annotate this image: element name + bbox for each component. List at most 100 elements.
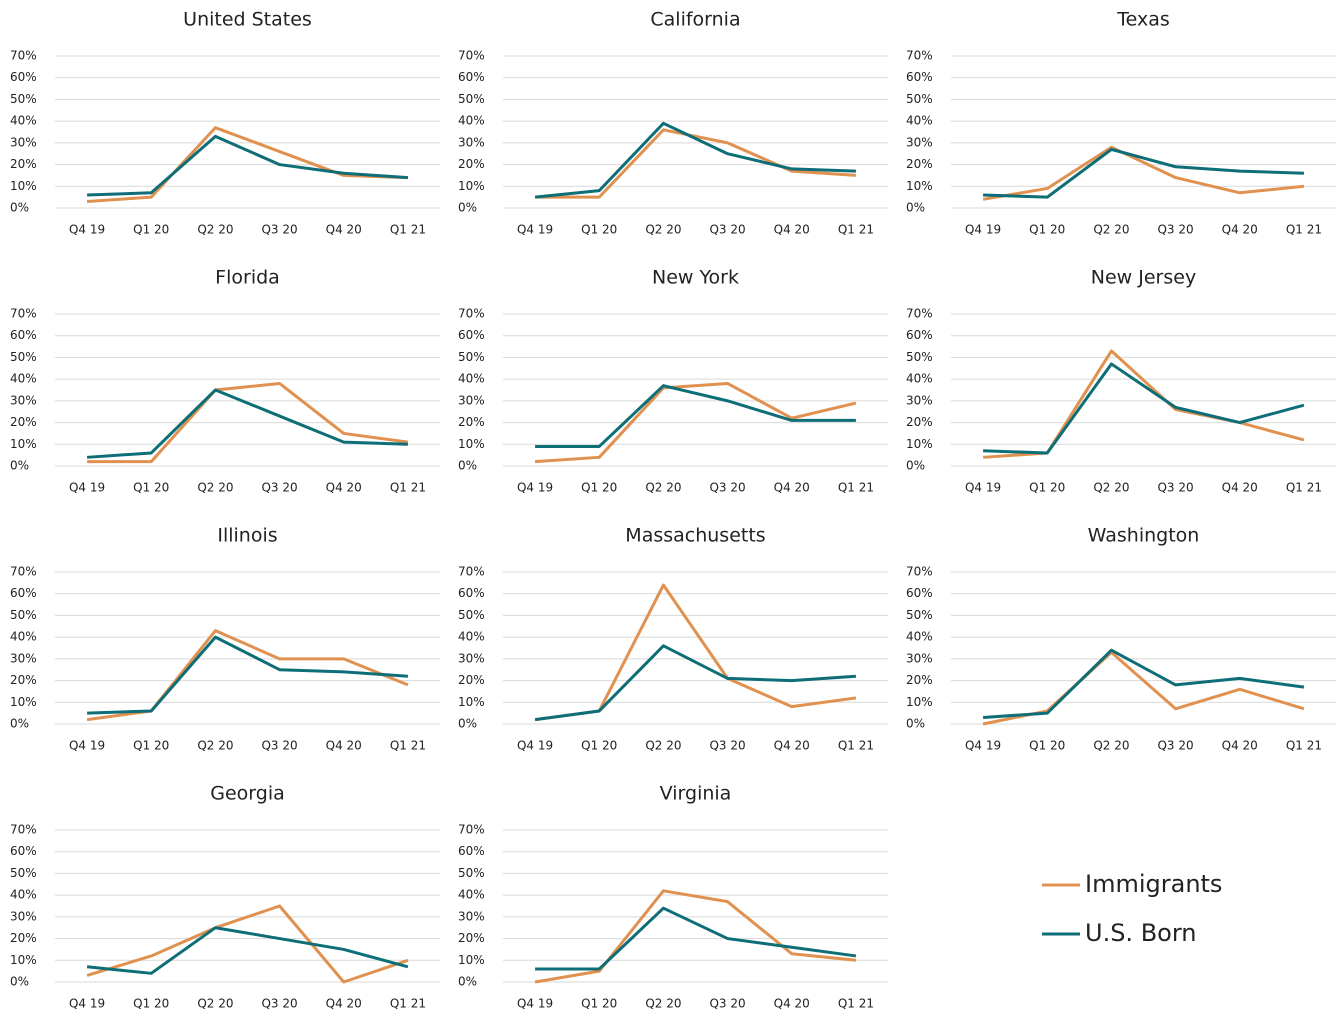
x-tick-label: Q3 20 [1157, 481, 1193, 495]
x-tick-label: Q1 21 [390, 739, 426, 753]
y-tick-label: 30% [906, 651, 933, 665]
y-tick-label: 50% [906, 92, 933, 106]
y-tick-label: 40% [906, 114, 933, 128]
y-tick-label: 40% [10, 630, 37, 644]
y-tick-label: 20% [10, 931, 37, 945]
x-tick-label: Q2 20 [1093, 481, 1129, 495]
y-tick-label: 40% [10, 372, 37, 386]
y-tick-label: 20% [458, 673, 485, 687]
y-tick-label: 10% [458, 953, 485, 967]
x-tick-label: Q3 20 [709, 481, 745, 495]
y-tick-label: 40% [458, 372, 485, 386]
x-tick-label: Q2 20 [197, 739, 233, 753]
y-tick-label: 60% [10, 328, 37, 342]
x-tick-label: Q2 20 [1093, 739, 1129, 753]
y-tick-label: 20% [10, 157, 37, 171]
series-line [983, 147, 1304, 199]
x-tick-label: Q1 20 [133, 223, 169, 237]
y-tick-label: 70% [10, 307, 37, 321]
series-line [982, 349, 1305, 459]
y-tick-label: 70% [906, 49, 933, 63]
y-tick-label: 70% [458, 49, 485, 63]
x-tick-label: Q1 21 [390, 223, 426, 237]
x-tick-label: Q3 20 [709, 739, 745, 753]
x-tick-label: Q1 20 [133, 997, 169, 1011]
x-tick-label: Q1 20 [1029, 223, 1065, 237]
y-tick-label: 60% [906, 70, 933, 84]
series-line [534, 381, 857, 464]
y-tick-label: 0% [458, 459, 477, 473]
x-tick-label: Q3 20 [709, 997, 745, 1011]
legend-label: Immigrants [1085, 870, 1222, 898]
y-tick-label: 20% [10, 673, 37, 687]
x-tick-label: Q4 19 [517, 997, 553, 1011]
y-tick-label: 50% [10, 92, 37, 106]
x-tick-label: Q4 19 [69, 997, 105, 1011]
y-tick-label: 30% [458, 909, 485, 923]
y-tick-label: 0% [10, 975, 29, 989]
x-tick-label: Q2 20 [1093, 223, 1129, 237]
x-tick-label: Q4 20 [1222, 223, 1258, 237]
y-tick-label: 30% [10, 393, 37, 407]
chart-title: Georgia [210, 783, 285, 805]
legend-label: U.S. Born [1085, 919, 1197, 947]
y-tick-label: 50% [10, 608, 37, 622]
series-line [535, 128, 857, 199]
y-tick-label: 30% [10, 135, 37, 149]
x-tick-label: Q3 20 [261, 481, 297, 495]
x-tick-label: Q2 20 [645, 739, 681, 753]
y-tick-label: 0% [906, 717, 925, 731]
x-tick-label: Q1 20 [581, 223, 617, 237]
y-tick-label: 60% [458, 70, 485, 84]
y-tick-label: 40% [906, 372, 933, 386]
y-tick-label: 40% [10, 114, 37, 128]
y-tick-label: 50% [10, 350, 37, 364]
y-tick-label: 20% [458, 415, 485, 429]
y-tick-label: 70% [458, 823, 485, 837]
series-line [87, 635, 409, 715]
series-line [86, 629, 409, 722]
y-tick-label: 50% [458, 350, 485, 364]
series-line [535, 384, 856, 448]
series-line [86, 904, 409, 984]
x-tick-label: Q1 20 [133, 481, 169, 495]
x-tick-label: Q4 20 [774, 739, 810, 753]
series-line [534, 644, 857, 722]
chart-title: Illinois [217, 525, 277, 547]
x-tick-label: Q4 20 [1222, 739, 1258, 753]
y-tick-label: 10% [906, 179, 933, 193]
series-line [535, 906, 857, 971]
y-tick-label: 50% [458, 92, 485, 106]
y-tick-label: 10% [906, 437, 933, 451]
chart-title: United States [183, 9, 312, 31]
x-tick-label: Q1 20 [581, 997, 617, 1011]
series-line [983, 362, 1305, 455]
y-tick-label: 0% [458, 201, 477, 215]
y-tick-label: 70% [458, 307, 485, 321]
y-tick-label: 10% [10, 953, 37, 967]
x-tick-label: Q1 20 [581, 481, 617, 495]
x-tick-label: Q4 20 [326, 739, 362, 753]
y-tick-label: 0% [906, 459, 925, 473]
x-tick-label: Q3 20 [261, 997, 297, 1011]
chart-title: New York [652, 267, 739, 289]
y-tick-label: 30% [10, 651, 37, 665]
x-tick-label: Q2 20 [645, 481, 681, 495]
x-tick-label: Q4 20 [774, 997, 810, 1011]
chart-title: New Jersey [1091, 267, 1196, 289]
x-tick-label: Q4 20 [774, 223, 810, 237]
x-tick-label: Q3 20 [261, 739, 297, 753]
y-tick-label: 10% [10, 179, 37, 193]
y-tick-label: 20% [906, 157, 933, 171]
y-tick-label: 60% [10, 586, 37, 600]
y-tick-label: 30% [906, 393, 933, 407]
x-tick-label: Q2 20 [645, 997, 681, 1011]
x-tick-label: Q1 21 [1286, 223, 1322, 237]
y-tick-label: 20% [458, 931, 485, 945]
y-tick-label: 60% [906, 328, 933, 342]
y-tick-label: 10% [10, 695, 37, 709]
y-tick-label: 70% [10, 823, 37, 837]
y-tick-label: 40% [10, 888, 37, 902]
x-tick-label: Q2 20 [197, 481, 233, 495]
